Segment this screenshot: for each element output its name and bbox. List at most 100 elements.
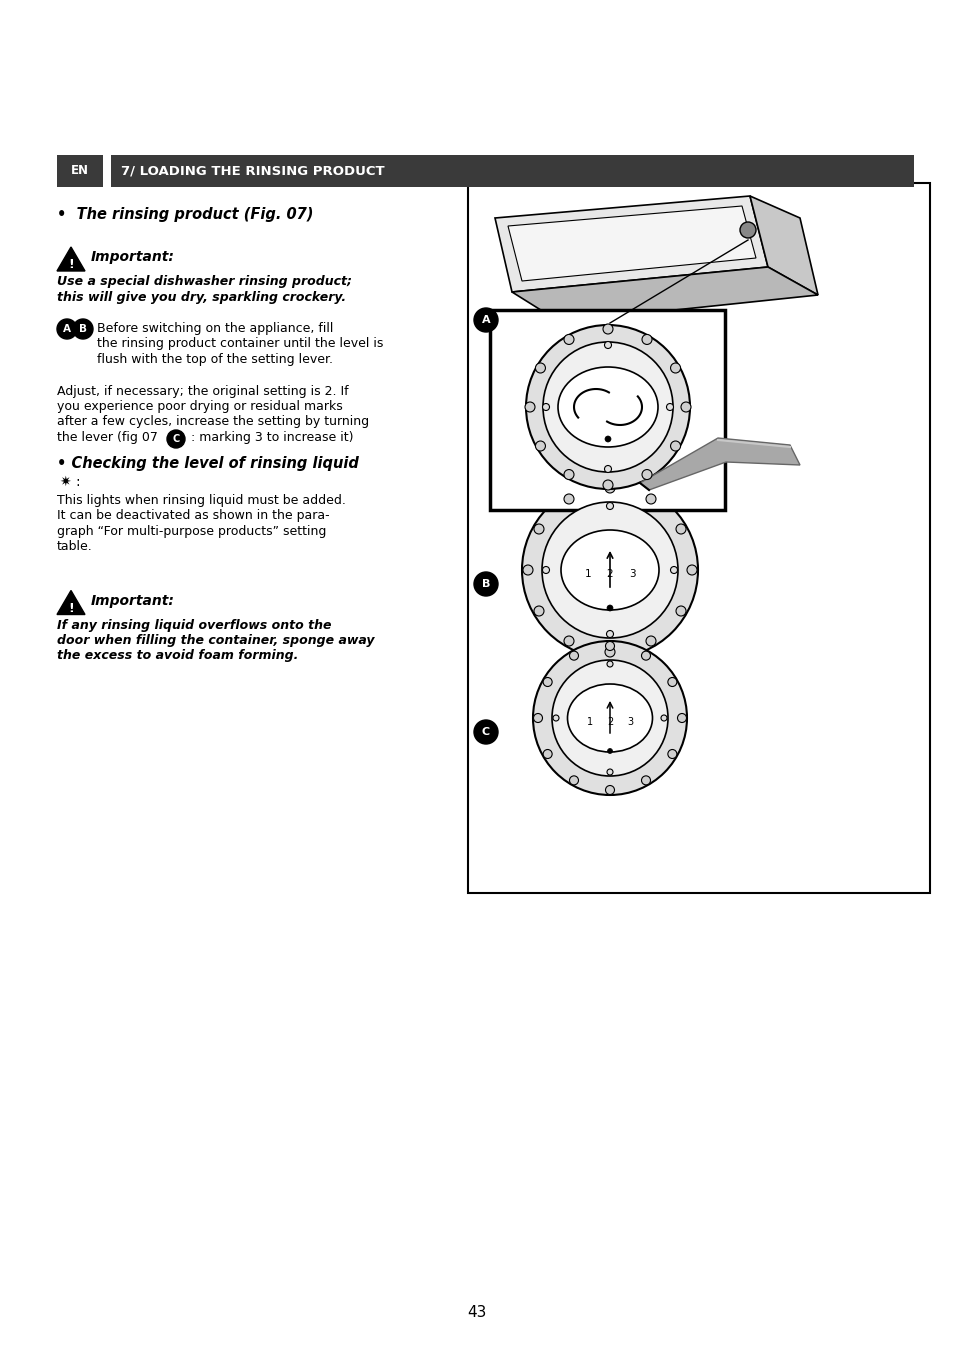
Text: graph “For multi-purpose products” setting: graph “For multi-purpose products” setti… — [57, 525, 326, 539]
Text: 2: 2 — [606, 717, 613, 728]
Circle shape — [534, 524, 543, 535]
Text: • Checking the level of rinsing liquid: • Checking the level of rinsing liquid — [57, 456, 358, 471]
Text: 3: 3 — [626, 717, 633, 728]
Circle shape — [670, 441, 679, 451]
Text: 3: 3 — [628, 568, 635, 579]
Circle shape — [542, 342, 672, 472]
Ellipse shape — [558, 367, 658, 447]
Text: Use a special dishwasher rinsing product;: Use a special dishwasher rinsing product… — [57, 275, 352, 288]
Polygon shape — [512, 267, 817, 323]
Circle shape — [645, 494, 656, 504]
Circle shape — [602, 481, 613, 490]
Text: door when filling the container, sponge away: door when filling the container, sponge … — [57, 634, 375, 647]
Circle shape — [686, 566, 697, 575]
Text: EN: EN — [71, 165, 89, 177]
FancyBboxPatch shape — [468, 184, 929, 892]
Circle shape — [57, 319, 77, 339]
Ellipse shape — [560, 531, 659, 610]
Circle shape — [542, 567, 549, 574]
Circle shape — [533, 641, 686, 795]
Text: 1: 1 — [586, 717, 593, 728]
Ellipse shape — [567, 684, 652, 752]
Circle shape — [553, 716, 558, 721]
Text: C: C — [172, 433, 179, 444]
Circle shape — [533, 714, 542, 722]
Circle shape — [606, 769, 613, 775]
Circle shape — [676, 606, 685, 616]
Text: A: A — [481, 315, 490, 325]
Circle shape — [525, 325, 689, 489]
Circle shape — [667, 678, 676, 687]
FancyBboxPatch shape — [490, 310, 724, 510]
Text: !: ! — [68, 258, 73, 271]
Circle shape — [666, 404, 673, 410]
Text: Important:: Important: — [91, 250, 174, 265]
Circle shape — [569, 776, 578, 784]
Text: the rinsing product container until the level is: the rinsing product container until the … — [97, 338, 383, 351]
Circle shape — [677, 714, 686, 722]
Text: table.: table. — [57, 540, 92, 553]
Circle shape — [474, 720, 497, 744]
FancyBboxPatch shape — [111, 155, 913, 188]
Text: after a few cycles, increase the setting by turning: after a few cycles, increase the setting… — [57, 416, 369, 428]
Polygon shape — [507, 207, 755, 281]
Circle shape — [670, 567, 677, 574]
Circle shape — [604, 466, 611, 472]
Circle shape — [641, 335, 651, 344]
Circle shape — [641, 470, 651, 479]
Text: the excess to avoid foam forming.: the excess to avoid foam forming. — [57, 649, 298, 663]
Circle shape — [606, 605, 613, 612]
Circle shape — [474, 572, 497, 595]
Circle shape — [676, 524, 685, 535]
Polygon shape — [749, 196, 817, 296]
Polygon shape — [495, 196, 767, 292]
Circle shape — [605, 786, 614, 795]
Polygon shape — [639, 437, 800, 490]
Text: 7/ LOADING THE RINSING PRODUCT: 7/ LOADING THE RINSING PRODUCT — [121, 165, 384, 177]
Text: flush with the top of the setting lever.: flush with the top of the setting lever. — [97, 352, 333, 366]
Text: : marking 3 to increase it): : marking 3 to increase it) — [187, 431, 354, 444]
Circle shape — [602, 324, 613, 333]
Text: B: B — [79, 324, 87, 333]
Circle shape — [604, 436, 610, 441]
Circle shape — [563, 636, 574, 647]
Circle shape — [607, 748, 612, 753]
Text: Before switching on the appliance, fill: Before switching on the appliance, fill — [97, 323, 333, 335]
Text: •  The rinsing product (Fig. 07): • The rinsing product (Fig. 07) — [57, 207, 313, 221]
Circle shape — [645, 636, 656, 647]
Circle shape — [552, 660, 667, 776]
Text: you experience poor drying or residual marks: you experience poor drying or residual m… — [57, 400, 342, 413]
Circle shape — [73, 319, 92, 339]
Circle shape — [522, 566, 533, 575]
Text: C: C — [481, 728, 490, 737]
Text: This lights when rinsing liquid must be added.: This lights when rinsing liquid must be … — [57, 494, 346, 508]
Circle shape — [604, 342, 611, 348]
Circle shape — [535, 441, 545, 451]
Text: If any rinsing liquid overflows onto the: If any rinsing liquid overflows onto the — [57, 618, 331, 632]
Polygon shape — [57, 590, 85, 614]
Text: Important:: Important: — [91, 594, 174, 608]
Circle shape — [660, 716, 666, 721]
Circle shape — [606, 502, 613, 509]
Polygon shape — [57, 247, 85, 271]
Circle shape — [605, 641, 614, 651]
Text: A: A — [63, 324, 71, 333]
Text: Adjust, if necessary; the original setting is 2. If: Adjust, if necessary; the original setti… — [57, 385, 348, 397]
Text: B: B — [481, 579, 490, 589]
Text: ✷ :: ✷ : — [60, 475, 81, 489]
Text: 1: 1 — [584, 568, 591, 579]
Circle shape — [534, 606, 543, 616]
Circle shape — [563, 494, 574, 504]
Text: 2: 2 — [606, 568, 613, 579]
Text: 43: 43 — [467, 1305, 486, 1320]
Circle shape — [667, 749, 676, 759]
Circle shape — [680, 402, 690, 412]
Circle shape — [563, 335, 574, 344]
Circle shape — [604, 483, 615, 493]
Circle shape — [521, 482, 698, 657]
Circle shape — [604, 647, 615, 657]
Circle shape — [563, 470, 574, 479]
Circle shape — [606, 662, 613, 667]
Text: this will give you dry, sparkling crockery.: this will give you dry, sparkling crocke… — [57, 290, 346, 304]
Circle shape — [474, 308, 497, 332]
